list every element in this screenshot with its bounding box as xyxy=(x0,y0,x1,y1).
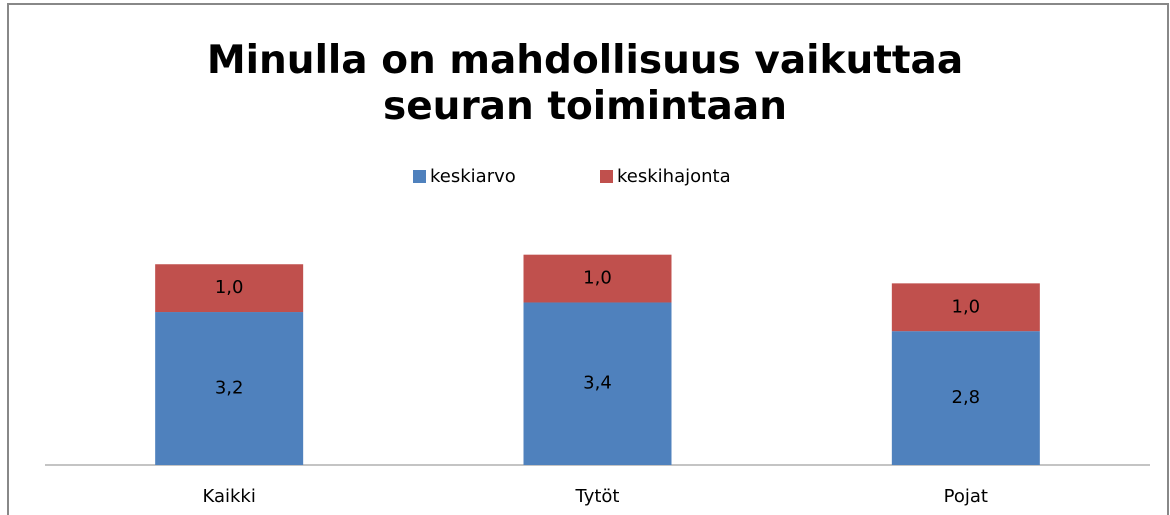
data-label: 3,4 xyxy=(583,373,612,394)
data-label: 1,0 xyxy=(583,268,612,289)
legend-label: keskihajonta xyxy=(617,166,731,187)
bar-segment xyxy=(891,331,1040,465)
bar-segment xyxy=(523,302,672,465)
chart-title: Minulla on mahdollisuus vaikuttaa seuran… xyxy=(206,38,964,129)
legend-label: keskiarvo xyxy=(430,166,516,187)
data-label: 1,0 xyxy=(952,296,981,317)
legend-swatch xyxy=(600,170,613,183)
legend-swatch xyxy=(413,170,426,183)
data-label: 3,2 xyxy=(215,378,244,399)
bar-segment xyxy=(155,312,304,465)
x-tick-label: Pojat xyxy=(944,486,988,507)
data-label: 2,8 xyxy=(952,387,981,408)
bar-segment xyxy=(523,254,672,303)
data-label: 1,0 xyxy=(215,277,244,298)
x-tick-label: Tytöt xyxy=(575,486,620,507)
x-tick-label: Kaikki xyxy=(202,486,255,507)
bar-segment xyxy=(891,283,1040,332)
bar-segment xyxy=(155,264,304,313)
